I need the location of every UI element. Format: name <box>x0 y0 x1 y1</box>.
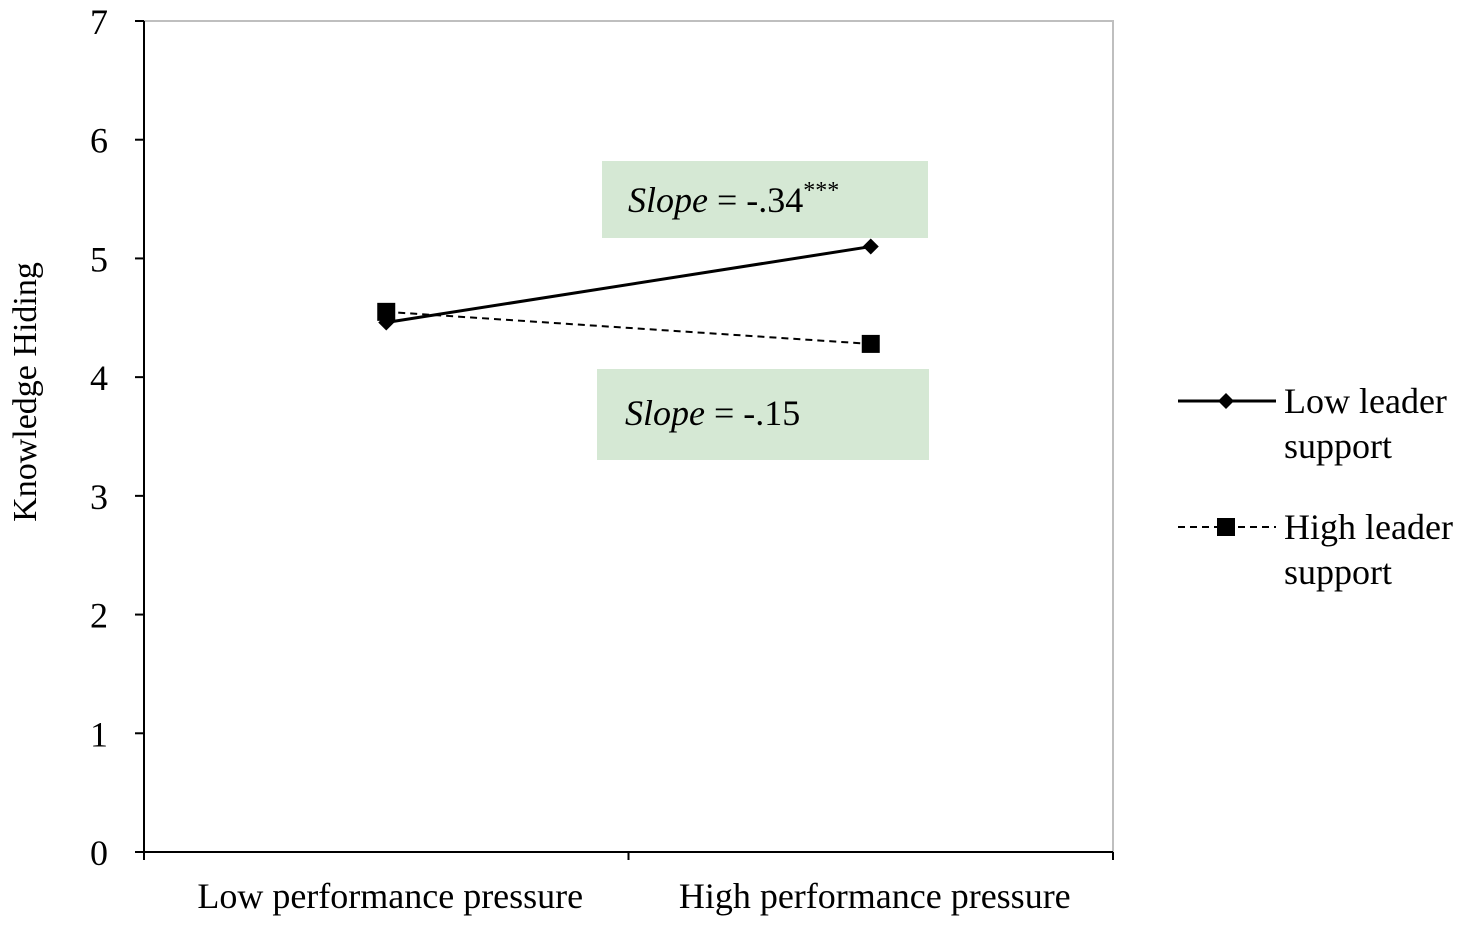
legend-entry-2-label-line1: High leader <box>1284 507 1453 547</box>
y-tick-label-1: 1 <box>90 714 108 754</box>
legend-entry-2-label-line2: support <box>1284 552 1392 592</box>
slope-annotation-low-support-significance: *** <box>803 178 839 204</box>
series-1-line <box>386 245 871 325</box>
slope-annotation-high-support-text: Slope = -.15 <box>625 393 800 433</box>
legend-entry-2-marker <box>1217 518 1235 536</box>
series-1-point-2 <box>862 238 879 255</box>
y-tick-label-3: 3 <box>90 477 108 517</box>
y-axis-label: Knowledge Hiding <box>7 262 44 522</box>
slope-annotation-low-support: Slope = -.34*** <box>602 161 928 238</box>
slope-annotation-high-support-label: Slope <box>625 393 705 433</box>
slope-annotation-low-support-text: Slope = -.34*** <box>628 178 839 220</box>
series-2 <box>377 302 880 353</box>
slope-annotation-low-support-label: Slope <box>628 180 708 220</box>
y-tick-label-0: 0 <box>90 833 108 873</box>
y-tick-label-6: 6 <box>90 121 108 161</box>
legend-entry-1-marker <box>1218 393 1234 409</box>
legend-entry-1-label-line1: Low leader <box>1284 381 1447 421</box>
y-tick-label-7: 7 <box>90 2 108 42</box>
slope-annotation-high-support: Slope = -.15 <box>597 369 929 460</box>
series-2-point-1 <box>377 302 396 321</box>
slope-annotation-low-support-value: = -.34 <box>708 180 803 220</box>
slope-annotations: Slope = -.34*** Slope = -.15 <box>597 161 929 460</box>
slope-annotation-high-support-box <box>597 369 929 460</box>
slope-annotation-high-support-value: = -.15 <box>705 393 800 433</box>
x-tick-label-2: High performance pressure <box>679 876 1071 916</box>
legend-entry-1-label-line2: support <box>1284 426 1392 466</box>
slope-annotation-low-support-box <box>602 161 928 238</box>
y-tick-label-2: 2 <box>90 596 108 636</box>
series-2-line <box>386 310 871 345</box>
y-tick-label-5: 5 <box>90 239 108 279</box>
data-series <box>377 238 880 353</box>
legend-entry-2: High leader support <box>1178 507 1453 592</box>
legend-entry-1: Low leader support <box>1178 381 1447 466</box>
legend: Low leader support High leader support <box>1178 381 1453 592</box>
y-tick-label-4: 4 <box>90 358 108 398</box>
x-tick-label-1: Low performance pressure <box>197 876 583 916</box>
axes: 0 1 2 3 4 5 6 7 Low performance pressure High per… <box>90 2 1114 916</box>
series-2-point-2 <box>861 334 880 353</box>
